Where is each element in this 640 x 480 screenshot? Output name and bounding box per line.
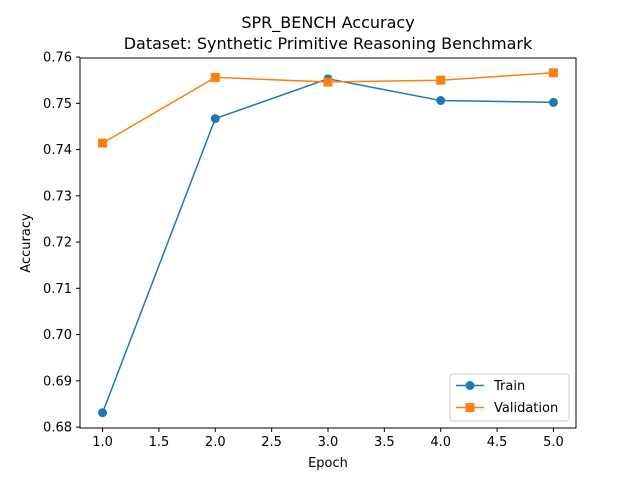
validation-data-point [98,138,108,148]
y-tick-label: 0.75 [43,97,72,112]
plot-area-frame [79,57,577,429]
x-tick-label: 2.5 [261,435,282,450]
validation-data-point [323,77,333,87]
chart-subtitle: Dataset: Synthetic Primitive Reasoning B… [124,34,533,53]
y-tick-label: 0.68 [43,421,72,436]
x-tick-label: 4.0 [430,435,451,450]
x-tick-label: 4.5 [487,435,508,450]
y-axis-title: Accuracy [19,213,34,273]
legend: Train Validation [449,373,570,422]
x-tick-label: 5.0 [543,435,564,450]
train-data-point [436,96,446,106]
x-tick-label: 3.5 [374,435,395,450]
axis-ticks: 1.0 1.5 2.0 2.5 3.0 3.5 4.0 4.5 5.0 0.68 0.69 0.70 0… [43,51,564,450]
legend-validation-marker [465,403,475,412]
series-layer [98,68,558,418]
y-tick-label: 0.72 [43,236,72,251]
x-axis-title: Epoch [308,456,348,471]
x-tick-label: 1.5 [149,435,170,450]
train-data-point [548,97,558,107]
legend-validation-label: Validation [494,401,558,416]
x-tick-label: 1.0 [92,435,113,450]
legend-train-marker [465,381,475,390]
x-tick-label: 2.0 [205,435,226,450]
y-tick-label: 0.69 [43,374,72,389]
y-tick-label: 0.71 [43,282,72,297]
y-tick-label: 0.76 [43,51,72,66]
chart-title: SPR_BENCH Accuracy [241,13,414,33]
y-tick-label: 0.70 [43,328,72,343]
validation-data-point [210,72,220,82]
train-data-point [210,114,220,124]
y-tick-label: 0.73 [43,189,72,204]
validation-data-point [436,75,446,85]
y-tick-label: 0.74 [43,143,72,158]
train-data-point [98,408,108,418]
x-tick-label: 3.0 [318,435,339,450]
validation-data-point [548,68,558,78]
legend-train-label: Train [493,379,525,394]
